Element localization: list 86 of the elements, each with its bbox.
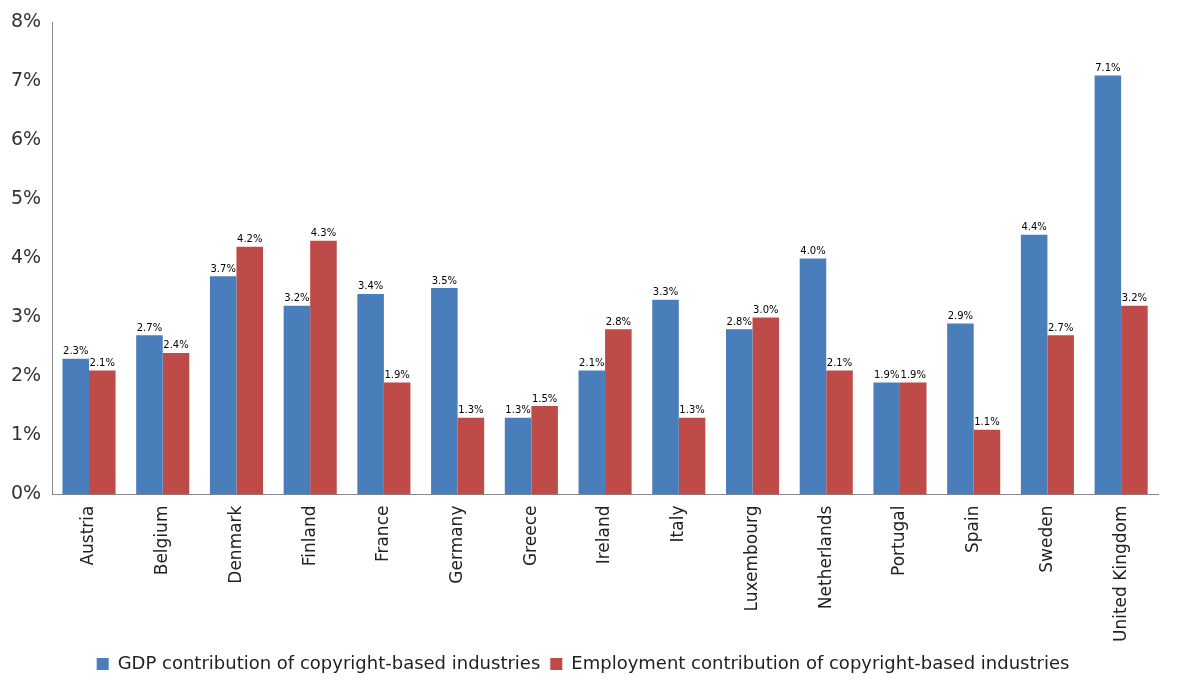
bar	[578, 370, 606, 495]
bar	[947, 323, 974, 495]
data-label: 1.1%	[974, 416, 1000, 428]
data-label: 7.1%	[1095, 62, 1121, 74]
x-tick-label: Ireland	[593, 505, 614, 565]
bar	[162, 352, 190, 495]
x-tick-label: Italy	[667, 505, 688, 543]
bar	[899, 382, 927, 495]
data-label: 1.9%	[873, 369, 900, 381]
y-tick-label: 3%	[10, 304, 42, 327]
y-tick-label: 2%	[10, 363, 42, 386]
bar	[383, 382, 411, 495]
bar	[873, 382, 900, 495]
bar	[799, 258, 827, 495]
data-label: 3.2%	[1121, 292, 1148, 304]
y-tick-label: 1%	[10, 422, 42, 445]
y-tick-label: 5%	[10, 186, 42, 209]
y-tick-label: 6%	[10, 127, 42, 150]
data-label: 3.7%	[210, 262, 236, 274]
bar	[678, 417, 706, 495]
data-label: 4.4%	[1021, 221, 1047, 233]
y-tick-label: 7%	[10, 68, 42, 91]
x-tick-label: Luxembourg	[740, 505, 761, 612]
legend-label: GDP contribution of copyright-based industries	[117, 651, 541, 673]
x-tick-label: Netherlands	[814, 505, 835, 610]
bar	[652, 299, 679, 495]
data-label: 1.3%	[505, 404, 531, 416]
data-label: 2.4%	[163, 339, 189, 351]
data-label: 2.8%	[726, 315, 752, 327]
data-label: 1.9%	[900, 369, 926, 381]
data-label: 3.0%	[753, 304, 779, 316]
data-label: 2.7%	[136, 321, 163, 333]
bar	[1020, 234, 1048, 495]
bar	[973, 429, 1001, 495]
bar	[136, 335, 163, 495]
x-tick-label: United Kingdom	[1109, 505, 1130, 642]
x-tick-label: Austria	[77, 505, 98, 566]
bar	[1047, 335, 1074, 495]
data-label: 2.1%	[826, 357, 853, 369]
x-tick-label: Sweden	[1035, 505, 1056, 573]
data-label: 4.3%	[310, 227, 337, 239]
data-label: 1.3%	[458, 404, 484, 416]
x-tick-label: Germany	[446, 505, 467, 584]
data-label: 2.1%	[89, 357, 115, 369]
bar	[357, 293, 384, 495]
y-tick-label: 0%	[10, 481, 42, 504]
bar	[752, 317, 780, 495]
data-label: 2.7%	[1047, 321, 1074, 333]
legend-label: Employment contribution of copyright-based industries	[571, 651, 1070, 673]
x-tick-label: Portugal	[888, 505, 909, 576]
data-label: 4.2%	[237, 233, 263, 245]
data-label: 1.9%	[384, 369, 410, 381]
data-label: 3.5%	[431, 274, 458, 286]
bar	[89, 370, 116, 495]
data-label: 3.4%	[357, 280, 384, 292]
bar	[605, 329, 632, 495]
x-tick-label: Belgium	[151, 505, 172, 576]
data-label: 3.3%	[652, 286, 679, 298]
bar	[531, 406, 558, 495]
data-label: 1.3%	[679, 404, 705, 416]
x-tick-label: Spain	[962, 505, 983, 554]
x-tick-label: Finland	[298, 505, 319, 567]
bar	[236, 246, 263, 495]
bar	[725, 329, 753, 495]
y-tick-label: 8%	[10, 9, 42, 32]
bar	[457, 417, 485, 495]
data-label: 2.9%	[947, 309, 974, 321]
data-label: 2.1%	[579, 357, 605, 369]
data-label: 1.5%	[531, 392, 558, 404]
bar	[504, 417, 532, 495]
bar	[209, 276, 237, 495]
bar	[431, 287, 458, 495]
bar	[310, 240, 337, 495]
x-tick-label: Denmark	[224, 505, 245, 584]
bar	[1094, 75, 1122, 495]
data-label: 4.0%	[800, 245, 826, 257]
data-label: 2.8%	[605, 315, 632, 327]
y-tick-label: 4%	[10, 245, 42, 268]
bar	[826, 370, 853, 495]
x-tick-label: France	[372, 505, 393, 563]
data-label: 3.2%	[284, 292, 310, 304]
bar	[1121, 305, 1148, 495]
data-label: 2.3%	[63, 345, 89, 357]
x-tick-label: Greece	[519, 505, 540, 567]
bar	[62, 358, 89, 495]
bar	[283, 305, 311, 495]
